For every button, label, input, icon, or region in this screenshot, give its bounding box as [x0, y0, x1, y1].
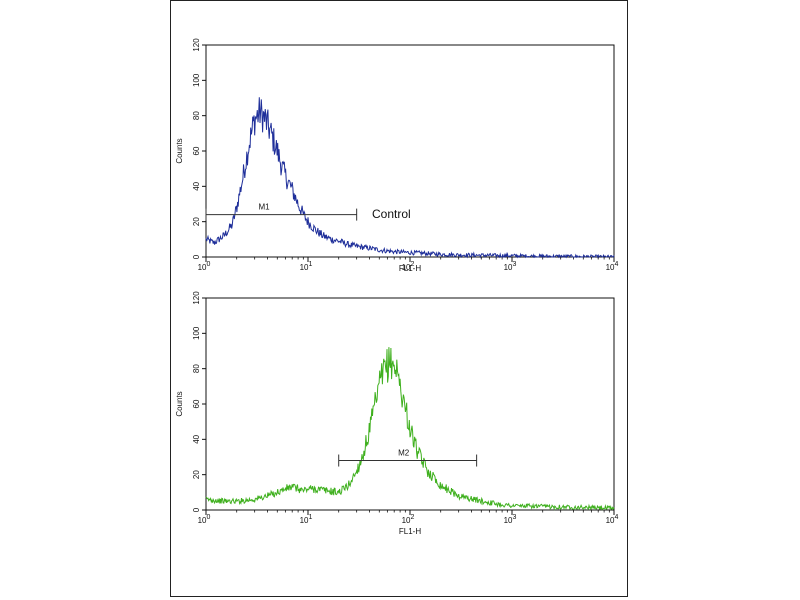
y-tick-label: 60: [192, 146, 201, 155]
marker-label: M2: [398, 449, 410, 458]
y-tick-label: 40: [192, 434, 201, 443]
x-tick-label: 101: [300, 261, 313, 272]
plot-area-frame: [205, 44, 615, 258]
y-tick-label: 0: [192, 254, 201, 259]
x-tick-label: 101: [300, 514, 313, 525]
y-tick-label: 120: [192, 38, 201, 52]
x-tick-label: 102: [402, 261, 415, 272]
x-tick-label: 100: [198, 261, 211, 272]
x-tick-label: 103: [504, 514, 517, 525]
y-tick-label: 60: [192, 399, 201, 408]
x-tick-label: 100: [198, 514, 211, 525]
marker-label: M1: [258, 203, 270, 212]
y-tick-label: 120: [192, 291, 201, 305]
x-axis-title: FL1-H: [399, 527, 421, 536]
y-tick-label: 100: [192, 326, 201, 340]
y-axis-title: Counts: [175, 138, 184, 163]
control-histogram-panel: Counts FL1-H Control 0 20 40 60 80 100 120 100 1…: [175, 38, 619, 273]
control-annotation: Control: [372, 207, 411, 221]
y-tick-label: 100: [192, 73, 201, 87]
sample-histogram-panel: Counts FL1-H 0 20 40 60 80 100 120 100 101 102 103…: [175, 291, 619, 536]
y-axis-title: Counts: [175, 391, 184, 416]
y-tick-label: 20: [192, 217, 201, 226]
x-tick-label: 104: [606, 514, 619, 525]
y-tick-label: 0: [192, 507, 201, 512]
histogram-line: [205, 347, 615, 511]
x-axis-title: FL1-H: [399, 264, 421, 273]
histogram-line: [205, 97, 615, 259]
x-tick-label: 104: [606, 261, 619, 272]
x-tick-label: 102: [402, 514, 415, 525]
plot-area-frame: [205, 297, 615, 511]
y-tick-label: 80: [192, 364, 201, 373]
y-tick-label: 20: [192, 470, 201, 479]
y-tick-label: 40: [192, 181, 201, 190]
y-tick-label: 80: [192, 111, 201, 120]
x-tick-label: 103: [504, 261, 517, 272]
